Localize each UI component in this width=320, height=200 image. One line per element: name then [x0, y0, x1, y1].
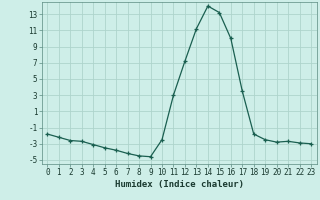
X-axis label: Humidex (Indice chaleur): Humidex (Indice chaleur) [115, 180, 244, 189]
